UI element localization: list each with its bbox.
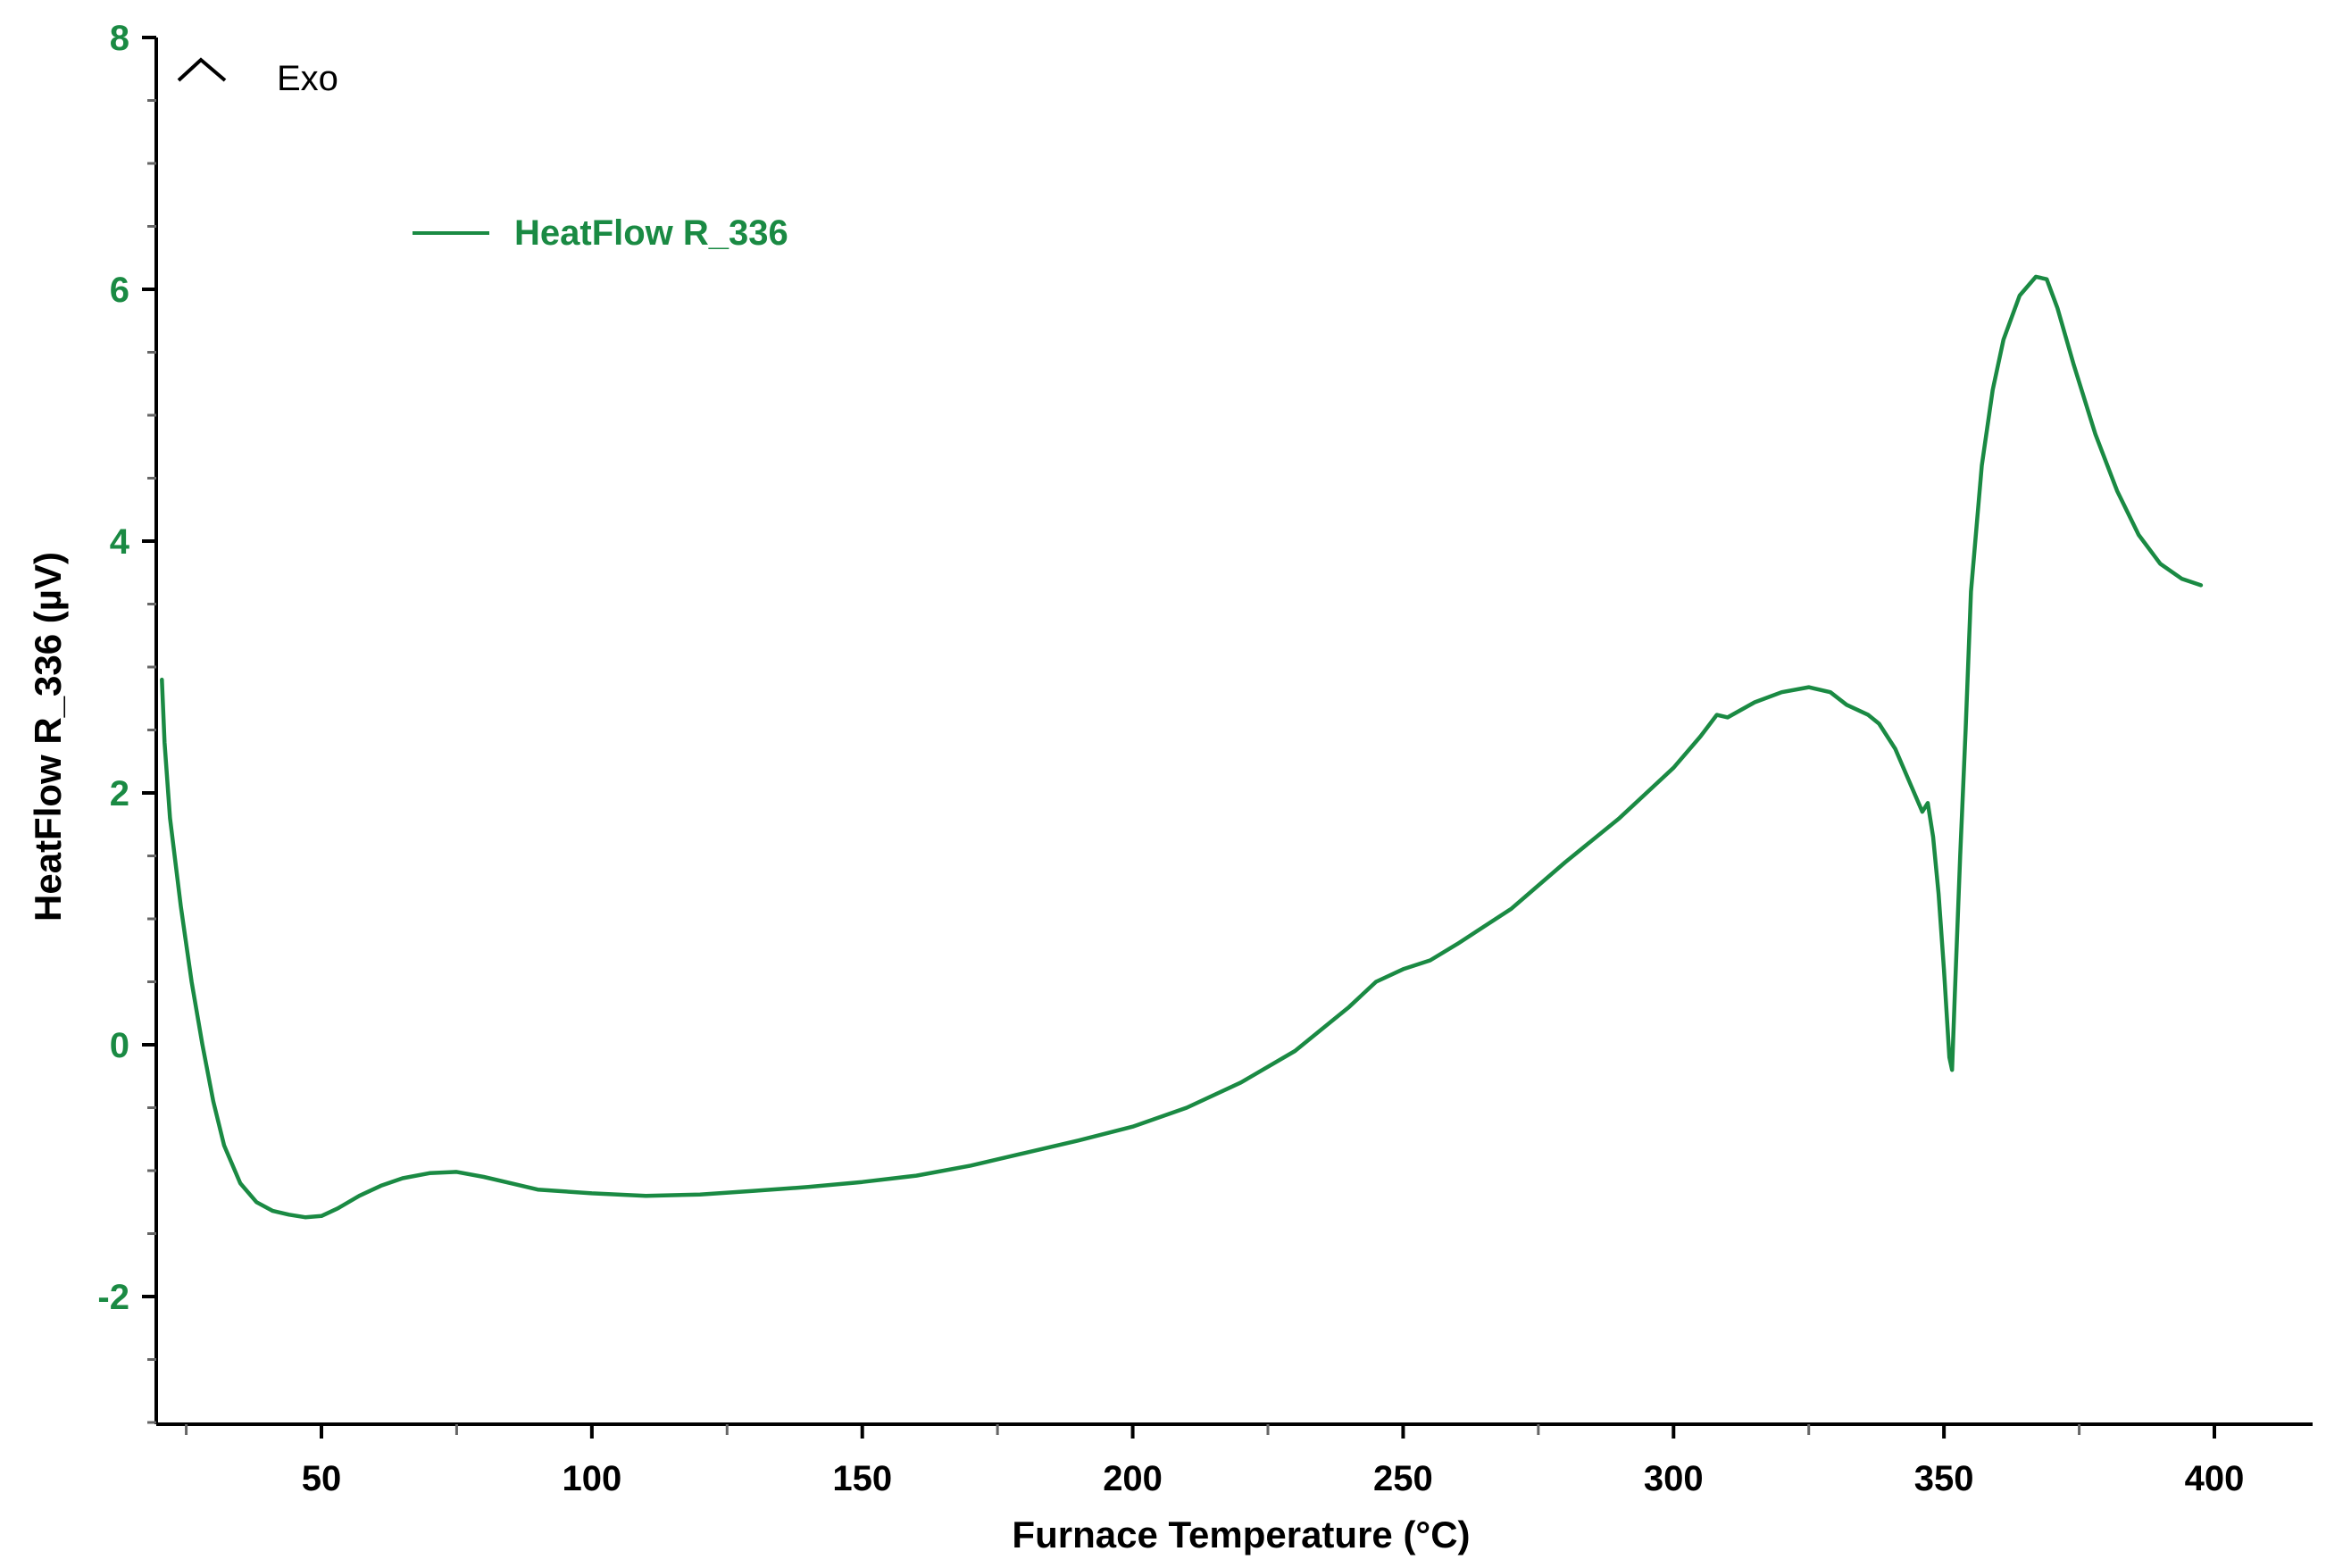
series-line-heatflow-r-336 — [160, 274, 2204, 1220]
y-tick-label: 2 — [110, 774, 129, 813]
x-ticks: 50 100 150 200 250 300 350 400 — [185, 1424, 2245, 1498]
x-tick-label: 400 — [2185, 1459, 2245, 1498]
y-tick-label: 6 — [110, 271, 129, 310]
y-tick-label: -2 — [97, 1278, 129, 1317]
y-tick-label: 8 — [110, 19, 129, 58]
y-tick-label: 4 — [110, 522, 130, 562]
axes: -2 0 2 4 6 8 50 100 150 200 250 300 350 400 — [97, 19, 2313, 1498]
x-tick-label: 300 — [1644, 1459, 1704, 1498]
exo-annotation: Exo — [177, 57, 338, 98]
legend-label-heatflow-r-336: HeatFlow R_336 — [514, 213, 788, 253]
y-axis-label: HeatFlow R_336 (µV) — [27, 552, 69, 922]
x-axis-label: Furnace Temperature (°C) — [1012, 1514, 1470, 1555]
y-tick-label: 0 — [110, 1026, 129, 1065]
x-tick-label: 200 — [1103, 1459, 1163, 1498]
exo-label: Exo — [277, 59, 338, 98]
x-tick-label: 150 — [832, 1459, 892, 1498]
exo-up-arrow-icon — [177, 57, 227, 82]
x-tick-label: 100 — [562, 1459, 621, 1498]
x-tick-label: 50 — [302, 1459, 342, 1498]
x-tick-label: 350 — [1914, 1459, 1974, 1498]
y-ticks: -2 0 2 4 6 8 — [97, 19, 156, 1424]
legend: HeatFlow R_336 — [413, 213, 788, 253]
x-tick-label: 250 — [1373, 1459, 1433, 1498]
